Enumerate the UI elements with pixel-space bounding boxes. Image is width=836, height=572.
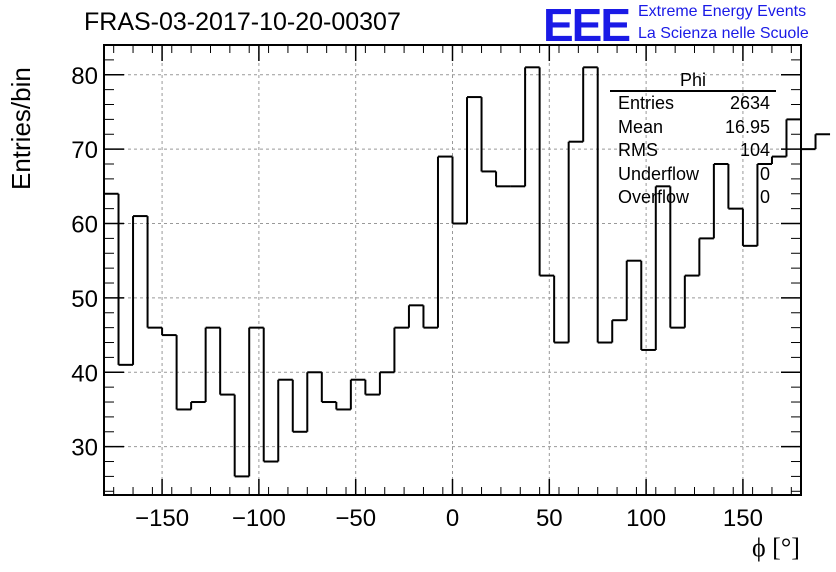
stats-box: Phi Entries 2634 Mean 16.95 RMS 104 Unde… xyxy=(610,70,776,210)
stats-value: 0 xyxy=(759,187,770,207)
y-axis-label: Entries/bin xyxy=(6,67,36,190)
stats-value: 0 xyxy=(759,163,770,184)
stats-title: Phi xyxy=(610,70,776,92)
y-tick-label: 80 xyxy=(71,63,98,90)
stats-value: 16.95 xyxy=(724,116,770,137)
stats-key: Underflow xyxy=(618,163,700,184)
x-tick-label: −100 xyxy=(232,505,286,532)
stats-row-underflow: Underflow 0 xyxy=(610,163,776,187)
stats-value: 104 xyxy=(739,140,770,160)
x-tick-label: 150 xyxy=(723,505,763,532)
x-tick-label: −50 xyxy=(335,505,376,532)
y-tick-label: 60 xyxy=(71,212,98,239)
chart-title: FRAS-03-2017-10-20-00307 xyxy=(84,8,401,36)
stats-key: Entries xyxy=(618,93,675,113)
logo-line-1: Extreme Energy Events xyxy=(638,3,807,20)
y-tick-label: 40 xyxy=(71,360,98,387)
stats-value: 2634 xyxy=(729,93,770,113)
stats-row-rms: RMS 104 xyxy=(610,139,776,163)
x-tick-label: 100 xyxy=(626,505,666,532)
x-axis-label: ϕ [°] xyxy=(752,533,800,562)
stats-key: Mean xyxy=(618,116,664,137)
stats-key: Overflow xyxy=(618,187,690,207)
x-tick-label: 0 xyxy=(446,505,459,532)
x-tick-label: 50 xyxy=(536,505,563,532)
logo-line-2: La Scienza nelle Scuole xyxy=(638,25,809,42)
x-tick-label: −150 xyxy=(135,505,189,532)
y-tick-label: 30 xyxy=(71,435,98,462)
eee-logo: EEE xyxy=(543,0,631,51)
stats-row-mean: Mean 16.95 xyxy=(610,116,776,140)
stats-key: RMS xyxy=(618,140,658,160)
y-tick-label: 50 xyxy=(71,286,98,313)
stats-row-overflow: Overflow 0 xyxy=(610,186,776,210)
y-tick-label: 70 xyxy=(71,137,98,164)
stats-row-entries: Entries 2634 xyxy=(610,92,776,116)
